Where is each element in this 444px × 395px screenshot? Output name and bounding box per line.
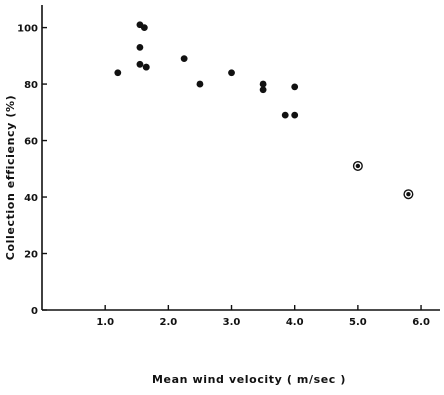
y-tick-label: 20 [24, 250, 38, 261]
y-tick-label: 60 [24, 137, 38, 148]
y-axis-label: Collection efficiency (%) [4, 95, 17, 260]
data-point [196, 80, 204, 88]
data-point [136, 43, 144, 51]
tick-marks [42, 26, 422, 311]
data-point [259, 86, 267, 94]
x-tick-label: 3.0 [223, 317, 241, 328]
data-point [291, 83, 299, 91]
x-tick-label: 2.0 [159, 317, 177, 328]
x-tick-label: 6.0 [412, 317, 430, 328]
axes [41, 5, 440, 311]
data-point [259, 80, 267, 88]
tick-labels: 0 20 40 60 80 100 1.0 2.0 3.0 4.0 5.0 6.0 [17, 24, 430, 328]
data-point-circled [403, 189, 414, 200]
data-point [136, 60, 144, 68]
x-tick-label: 1.0 [96, 317, 114, 328]
y-tick-label: 0 [31, 306, 38, 317]
y-tick-label: 80 [24, 80, 38, 91]
x-tick-label: 4.0 [286, 317, 304, 328]
data-point [142, 63, 150, 71]
data-point [291, 111, 299, 119]
y-tick-label: 40 [24, 193, 38, 204]
data-point [114, 69, 122, 77]
y-tick-label: 100 [17, 24, 38, 35]
data-point [228, 69, 235, 77]
data-point [140, 24, 148, 31]
x-tick-label: 5.0 [349, 317, 367, 328]
data-points [114, 21, 414, 200]
data-point [281, 111, 289, 119]
x-axis-label: Mean wind velocity ( m/sec ) [152, 373, 346, 386]
data-point [180, 55, 188, 63]
data-point-circled [352, 160, 363, 171]
